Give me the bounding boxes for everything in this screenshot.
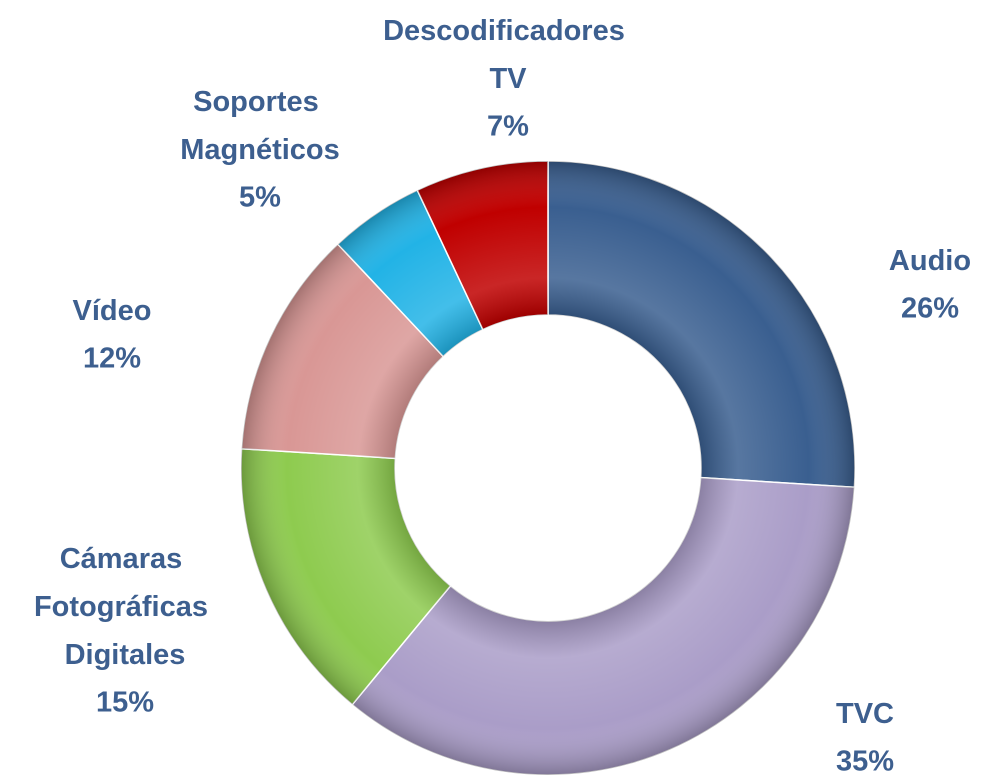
value-label: 7% [487,111,529,143]
category-label: Vídeo [73,295,152,327]
category-label: Audio [889,245,971,277]
value-label: 35% [836,746,894,775]
label-line: Digitales [65,639,186,671]
value-label: 12% [83,343,141,375]
category-label: Cámaras Fotográficas Digitales [34,543,216,671]
label-line: Fotográficas [34,591,216,623]
value-label: 26% [901,293,959,325]
value-label: 15% [96,687,154,719]
label-line: TV [489,63,527,95]
donut-segment [547,160,856,489]
label-line: TVC [836,698,894,730]
label-line: Cámaras [60,543,191,575]
label-line: Descodificadores [383,15,633,47]
donut-segment [351,476,856,776]
category-label: TVC [836,698,894,730]
category-label: Soportes Magnéticos [180,86,340,166]
label-line: Audio [889,245,971,277]
label-line: Magnéticos [180,134,340,166]
category-label: Descodificadores TV [383,15,633,95]
label-line: Vídeo [73,295,152,327]
label-line: Soportes [193,86,327,118]
value-label: 5% [239,182,281,214]
